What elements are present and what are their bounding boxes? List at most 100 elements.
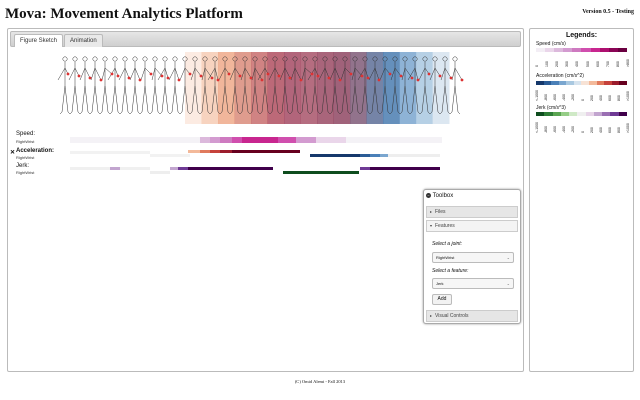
- visual-controls-section[interactable]: ▸ Visual Controls: [426, 310, 518, 322]
- page-title: Mova: Movement Analytics Platform: [5, 6, 243, 22]
- tab-bar: Figure Sketch Animation: [10, 31, 521, 47]
- stick-figure: [357, 56, 371, 115]
- tab-animation[interactable]: Animation: [64, 34, 103, 47]
- legend-tick-label: 100: [545, 61, 550, 67]
- feature-select-value: Jerk: [436, 281, 444, 286]
- files-label: Files: [435, 209, 446, 215]
- legend-swatch: [566, 81, 574, 85]
- stick-figure: [168, 56, 181, 115]
- track-segment: [210, 150, 220, 153]
- legend-swatch: [536, 48, 546, 52]
- joint-marker: [288, 76, 292, 80]
- track-segment: [310, 154, 360, 157]
- legend-tick-label: <-1000: [535, 90, 539, 101]
- track-segment: [70, 151, 110, 154]
- stick-figure: [207, 56, 221, 115]
- legend-acceleration-label: Acceleration (cm/s^2): [536, 73, 584, 79]
- joint-marker: [316, 74, 320, 78]
- track-segment: [388, 154, 440, 157]
- features-section[interactable]: ▾ Features: [426, 220, 518, 232]
- sketch-color-band: [333, 52, 351, 124]
- joint-marker: [249, 76, 253, 80]
- legend-tick-label: -400: [562, 93, 567, 101]
- track-segment: [150, 171, 170, 174]
- legend-swatch: [577, 112, 586, 116]
- legend-swatch: [552, 112, 561, 116]
- features-label: Features: [435, 223, 455, 229]
- feature-select[interactable]: Jerk ⌄: [432, 278, 514, 289]
- close-icon[interactable]: ✕: [10, 150, 16, 156]
- legend-acceleration-bar: [536, 81, 627, 85]
- track-segment: [232, 150, 300, 153]
- toolbox-header[interactable]: − Toolbox: [426, 193, 453, 199]
- joint-marker: [460, 78, 464, 82]
- legend-swatch: [596, 81, 605, 85]
- stick-figure: [279, 56, 291, 115]
- track-segment: [278, 137, 296, 143]
- legend-swatch: [563, 48, 573, 52]
- visual-controls-label: Visual Controls: [435, 313, 469, 319]
- legend-swatch: [593, 112, 603, 116]
- joint-marker: [327, 76, 331, 80]
- stick-figure: [218, 56, 231, 115]
- stick-figure: [239, 56, 252, 115]
- files-section[interactable]: ▸ Files: [426, 206, 518, 218]
- track-segment: [380, 154, 388, 157]
- legend-jerk-ticks: <-1000 -800 -600 -400 -200 0 200 400 600 800 >1000: [535, 122, 630, 147]
- joint-marker: [377, 78, 381, 82]
- legend-title: Legends:: [565, 32, 598, 39]
- track-segment: [110, 167, 120, 170]
- joint-marker: [188, 72, 192, 76]
- legend-swatch: [536, 112, 545, 116]
- joint-marker: [388, 72, 392, 76]
- joint-marker: [310, 72, 314, 76]
- figure-sketch: [57, 52, 464, 124]
- joint-marker: [227, 72, 231, 76]
- legend-tick-label: >1000: [626, 123, 630, 133]
- acceleration-track: [70, 150, 470, 164]
- sketch-color-band: [267, 52, 285, 124]
- track-segment: [360, 167, 370, 170]
- joint-marker: [338, 78, 342, 82]
- track-segment: [188, 150, 200, 153]
- joint-marker: [410, 76, 414, 80]
- legend-tick-label: <-1000: [535, 122, 539, 133]
- chevron-down-icon: ▾: [430, 223, 433, 228]
- legend-swatch: [611, 81, 620, 85]
- track-segment: [210, 137, 220, 143]
- speed-track: [70, 136, 470, 150]
- track-segment: [220, 137, 232, 143]
- toolbox-title: Toolbox: [432, 193, 454, 199]
- feature-label-jerk: Jerk:: [16, 163, 30, 169]
- legend-tick-label: -800: [544, 125, 549, 133]
- legend-swatch: [618, 112, 627, 116]
- joint-marker: [366, 76, 370, 80]
- legend-tick-label: 600: [595, 61, 600, 67]
- stick-figure: [289, 56, 302, 115]
- stick-figure: [418, 56, 431, 115]
- legend-swatch: [543, 81, 552, 85]
- joint-select[interactable]: RightWrist ⌄: [432, 252, 514, 263]
- legend-tick-label: 600: [607, 127, 612, 133]
- track-segment: [110, 151, 150, 154]
- legend-panel: Legends: Speed (cm/s) 0 100 200 300 400 500 60…: [529, 28, 634, 372]
- legend-swatch: [536, 81, 544, 85]
- tab-figure-sketch[interactable]: Figure Sketch: [14, 34, 64, 47]
- legend-swatch: [599, 48, 609, 52]
- legend-swatch: [544, 112, 553, 116]
- track-segment: [316, 137, 346, 143]
- track-segment: [242, 137, 278, 143]
- legend-swatch: [602, 112, 611, 116]
- collapse-icon[interactable]: −: [426, 193, 431, 198]
- joint-marker: [110, 72, 114, 76]
- stick-figure: [268, 56, 281, 115]
- legend-jerk-bar: [536, 112, 627, 116]
- feature-joint-acceleration: RightWrist: [16, 155, 35, 160]
- toolbox-panel: − Toolbox ▸ Files ▾ Features Select a join…: [423, 189, 521, 324]
- stick-figure: [189, 56, 202, 115]
- legend-swatch: [573, 81, 582, 85]
- legend-tick-label: 400: [598, 127, 603, 133]
- legend-tick-label: 500: [585, 61, 590, 67]
- legend-tick-label: -200: [571, 93, 576, 101]
- add-button[interactable]: Add: [432, 294, 452, 305]
